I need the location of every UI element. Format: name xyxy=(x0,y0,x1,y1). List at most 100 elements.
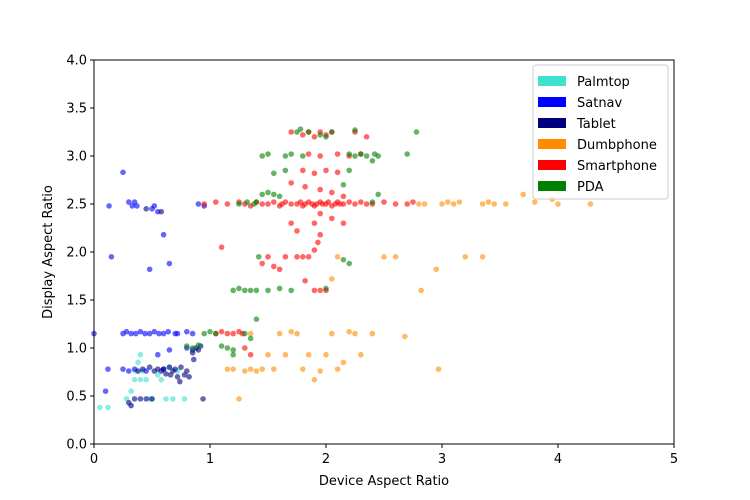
data-point xyxy=(381,253,387,260)
data-point xyxy=(276,330,283,337)
legend-swatch xyxy=(538,118,566,128)
data-point xyxy=(189,330,196,337)
data-point xyxy=(369,330,376,337)
data-point xyxy=(375,191,382,198)
data-point xyxy=(128,402,134,409)
data-point xyxy=(439,201,445,207)
data-point xyxy=(555,201,561,207)
data-point xyxy=(242,345,248,351)
data-point xyxy=(134,203,140,209)
data-point xyxy=(300,153,306,159)
data-point xyxy=(213,330,219,337)
data-point xyxy=(271,263,277,270)
data-point xyxy=(181,396,188,402)
data-point xyxy=(346,151,353,157)
data-point xyxy=(166,260,173,267)
data-point xyxy=(352,153,358,159)
data-point xyxy=(259,153,266,159)
data-point xyxy=(479,253,486,260)
data-point xyxy=(265,201,271,207)
data-point xyxy=(160,231,167,238)
data-point xyxy=(253,199,260,205)
legend-swatch xyxy=(538,181,566,191)
data-point xyxy=(416,201,422,207)
data-point xyxy=(230,351,236,358)
data-point xyxy=(294,330,300,337)
data-point xyxy=(131,396,138,402)
data-point xyxy=(143,376,149,383)
data-point xyxy=(265,351,271,358)
data-point xyxy=(146,364,153,371)
data-point xyxy=(334,366,341,372)
data-point xyxy=(236,396,242,402)
data-point xyxy=(302,183,308,190)
data-point xyxy=(253,316,260,323)
legend-label: Palmtop xyxy=(577,75,630,90)
data-point xyxy=(346,199,353,205)
data-point xyxy=(479,201,486,207)
data-point xyxy=(329,330,335,337)
data-point xyxy=(334,169,341,176)
legend-label: Satnav xyxy=(577,96,623,111)
y-tick-label: 2.0 xyxy=(66,246,87,261)
data-point xyxy=(276,285,283,292)
data-point xyxy=(305,253,312,260)
data-point xyxy=(435,366,442,372)
data-point xyxy=(340,220,347,226)
data-point xyxy=(174,330,181,337)
data-point xyxy=(358,151,364,157)
legend-label: PDA xyxy=(577,180,604,195)
data-point xyxy=(311,220,318,226)
data-point xyxy=(184,328,190,335)
data-point xyxy=(294,253,300,260)
data-point xyxy=(186,374,192,380)
data-point xyxy=(450,201,457,207)
data-point xyxy=(371,151,378,157)
data-point xyxy=(413,129,420,135)
legend-label: Smartphone xyxy=(577,159,657,174)
y-tick-label: 0.0 xyxy=(66,438,87,453)
y-tick-label: 0.5 xyxy=(66,390,87,405)
data-point xyxy=(242,330,248,337)
data-point xyxy=(276,266,283,273)
data-point xyxy=(363,201,370,207)
legend-label: Tablet xyxy=(576,117,616,132)
data-point xyxy=(288,220,295,226)
data-point xyxy=(131,376,138,383)
data-point xyxy=(137,328,144,335)
data-point xyxy=(363,153,370,159)
data-point xyxy=(165,328,172,335)
data-point xyxy=(288,328,295,335)
data-point xyxy=(311,170,318,177)
data-point xyxy=(102,388,109,395)
data-point xyxy=(158,376,165,383)
x-tick-label: 4 xyxy=(554,452,562,467)
data-point xyxy=(410,199,416,205)
data-point xyxy=(120,169,126,176)
data-point xyxy=(369,158,376,164)
scatter-points xyxy=(91,126,594,411)
legend-box xyxy=(532,64,669,200)
data-point xyxy=(352,330,358,337)
data-point xyxy=(170,396,176,402)
data-point xyxy=(97,404,103,411)
data-point xyxy=(218,244,225,250)
x-axis-label: Device Aspect Ratio xyxy=(319,474,449,489)
data-point xyxy=(433,266,440,273)
data-point xyxy=(305,129,312,135)
data-point xyxy=(123,328,130,335)
legend: Palmtop Satnav Tablet Dumbphone Smartphone PD… xyxy=(532,64,669,200)
data-point xyxy=(163,371,169,377)
data-point xyxy=(317,132,324,138)
data-point xyxy=(155,372,161,378)
x-tick-label: 0 xyxy=(90,452,98,467)
data-point xyxy=(456,199,463,205)
data-point xyxy=(201,330,207,337)
data-point xyxy=(369,199,376,205)
legend-swatch xyxy=(538,97,566,107)
y-tick-label: 1.0 xyxy=(66,342,87,357)
y-axis-label: Display Aspect Ratio xyxy=(41,185,56,319)
data-point xyxy=(340,359,347,366)
data-point xyxy=(491,201,498,207)
